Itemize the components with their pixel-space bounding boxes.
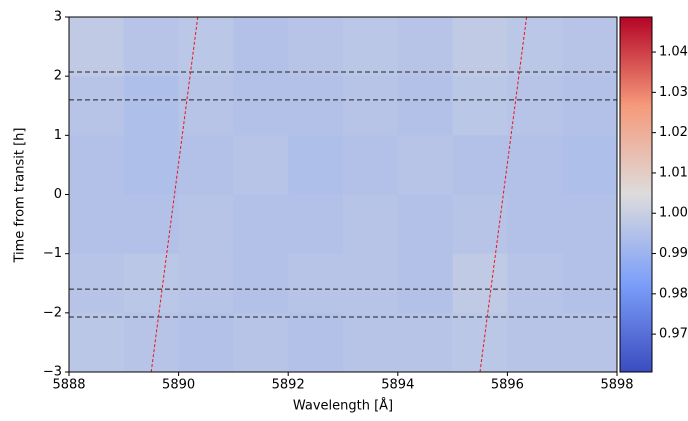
- heatmap-cell: [562, 253, 618, 314]
- x-tick-label: 5890: [162, 378, 195, 393]
- heatmap-cell: [562, 17, 618, 77]
- heatmap-cell: [507, 17, 563, 77]
- heatmap-cell: [233, 253, 289, 314]
- heatmap-cell: [452, 194, 508, 255]
- heatmap-cell: [343, 135, 399, 195]
- heatmap-cell: [123, 194, 180, 255]
- heatmap-cell: [123, 135, 180, 195]
- heatmap-cell: [233, 135, 289, 195]
- heatmap-cell: [343, 194, 399, 255]
- colorbar-tick-label: 0.98: [659, 286, 688, 301]
- heatmap-cell: [123, 76, 180, 136]
- heatmap-cell: [233, 76, 289, 136]
- heatmap-cell: [343, 253, 399, 314]
- heatmap-cell: [178, 312, 234, 373]
- colorbar-tick-label: 0.97: [659, 327, 688, 342]
- heatmap-cell: [562, 135, 618, 195]
- heatmap-cell: [343, 76, 399, 136]
- heatmap-cell: [178, 135, 234, 195]
- heatmap-cell: [123, 312, 180, 373]
- heatmap-cell: [288, 135, 344, 195]
- heatmap-cell: [397, 312, 454, 373]
- x-tick-label: 5894: [381, 378, 414, 393]
- heatmap-cell: [178, 17, 234, 77]
- heatmap-cell: [69, 194, 125, 255]
- heatmap-cell: [69, 17, 125, 77]
- y-tick-label: −3: [43, 365, 62, 380]
- heatmap-cell: [288, 253, 344, 314]
- x-tick-label: 5892: [272, 378, 305, 393]
- heatmap-cell: [288, 76, 344, 136]
- heatmap-cell: [397, 76, 454, 136]
- heatmap-cell: [507, 253, 563, 314]
- y-tick-label: 3: [54, 10, 62, 25]
- heatmap-cell: [507, 312, 563, 373]
- heatmap-cell: [452, 135, 508, 195]
- x-tick-label: 5898: [600, 378, 633, 393]
- y-tick-label: −2: [43, 305, 62, 320]
- heatmap-cell: [69, 312, 125, 373]
- heatmap-cell: [233, 312, 289, 373]
- heatmap-cell: [507, 194, 563, 255]
- heatmap-cell: [343, 17, 399, 77]
- heatmap-cell: [397, 194, 454, 255]
- colorbar-tick-label: 1.01: [659, 165, 688, 180]
- heatmap-cell: [452, 17, 508, 77]
- y-tick-label: 1: [54, 128, 62, 143]
- y-axis-label: Time from transit [h]: [13, 128, 28, 264]
- colorbar-tick-label: 1.04: [659, 45, 688, 60]
- x-tick-label: 5896: [491, 378, 524, 393]
- heatmap-cell: [233, 17, 289, 77]
- heatmap-cell: [452, 253, 508, 314]
- heatmap-cell: [178, 194, 234, 255]
- colorbar-tick-label: 0.99: [659, 246, 688, 261]
- colorbar-tick-label: 1.02: [659, 125, 688, 140]
- x-axis-label: Wavelength [Å]: [293, 398, 393, 414]
- heatmap-cell: [69, 135, 125, 195]
- heatmap-cell: [397, 17, 454, 77]
- heatmap-cell: [288, 312, 344, 373]
- heatmap-cell: [69, 76, 125, 136]
- y-tick-label: −1: [43, 246, 62, 261]
- colorbar-tick-label: 1.00: [659, 206, 688, 221]
- heatmap-cell: [288, 194, 344, 255]
- y-tick-label: 0: [54, 187, 62, 202]
- heatmap-cell: [452, 312, 508, 373]
- heatmap-cell: [397, 253, 454, 314]
- heatmap-cell: [233, 194, 289, 255]
- heatmap-cell: [178, 253, 234, 314]
- colorbar: [619, 16, 653, 373]
- y-tick-label: 2: [54, 69, 62, 84]
- heatmap-cell: [507, 135, 563, 195]
- heatmap-cell: [507, 76, 563, 136]
- heatmap-cell: [123, 17, 180, 77]
- heatmap-cell: [288, 17, 344, 77]
- heatmap-cell: [562, 194, 618, 255]
- heatmap-cell: [562, 76, 618, 136]
- heatmap-cell: [452, 76, 508, 136]
- heatmap-cell: [343, 312, 399, 373]
- heatmap-cell: [397, 135, 454, 195]
- heatmap-cell: [178, 76, 234, 136]
- heatmap-cell: [69, 253, 125, 314]
- heatmap-cell: [562, 312, 618, 373]
- colorbar-tick-label: 1.03: [659, 85, 688, 100]
- heatmap-cell: [123, 253, 180, 314]
- x-tick-label: 5888: [52, 378, 85, 393]
